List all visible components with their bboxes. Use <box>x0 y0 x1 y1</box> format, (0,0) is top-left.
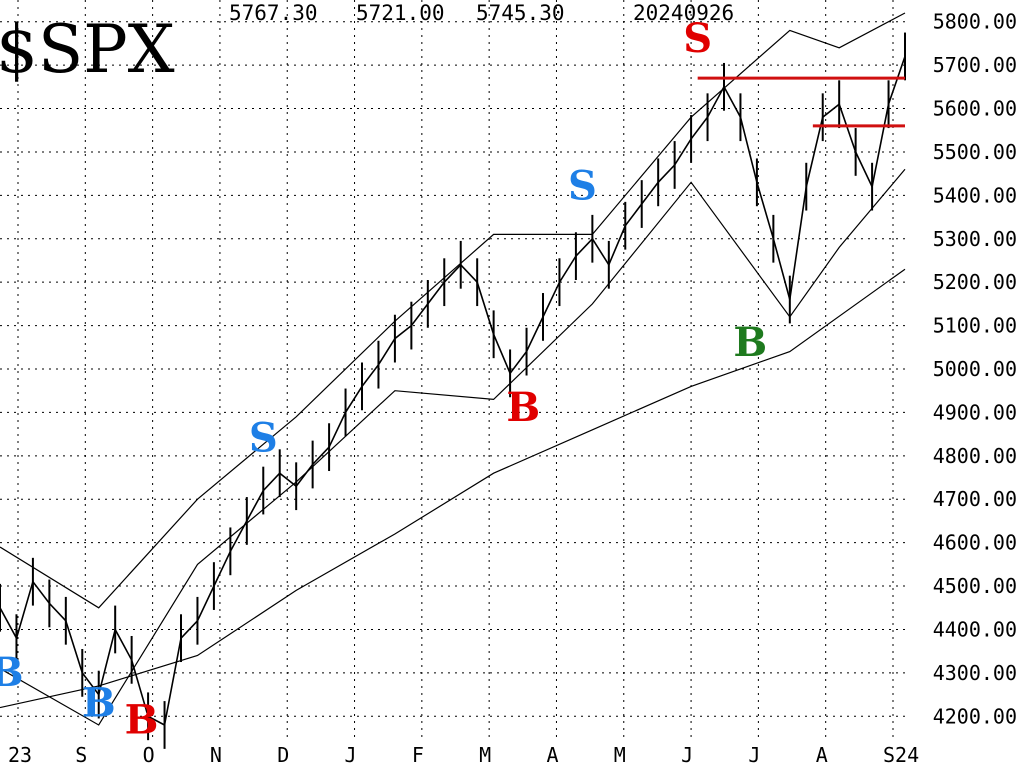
y-tick-label: 5500.00 <box>933 140 1017 164</box>
signal-label: B <box>125 697 159 744</box>
x-tick-label: D <box>277 743 289 767</box>
y-tick-label: 4800.00 <box>933 444 1017 468</box>
x-tick-label: O <box>143 743 155 767</box>
close-value: 5745.30 <box>476 1 565 25</box>
indicator-line <box>0 268 906 709</box>
date-value: 20240926 <box>633 1 734 25</box>
y-tick-label: 5400.00 <box>933 183 1017 207</box>
indicator-line <box>0 12 906 609</box>
signal-label: B <box>0 649 23 696</box>
x-tick-label: M <box>479 743 491 767</box>
x-tick-label: N <box>210 743 222 767</box>
y-tick-label: 5000.00 <box>933 357 1017 381</box>
y-tick-label: 4200.00 <box>933 704 1017 728</box>
y-tick-label: 4500.00 <box>933 574 1017 598</box>
y-tick-label: 5700.00 <box>933 53 1017 77</box>
x-tick-label: J <box>345 743 357 767</box>
signal-label: S <box>249 414 278 461</box>
y-tick-label: 5600.00 <box>933 97 1017 121</box>
symbol-title: $SPX <box>0 11 175 88</box>
resistance-lines <box>697 76 905 128</box>
x-tick-label: M <box>614 743 626 767</box>
signal-label: B <box>733 319 767 366</box>
y-tick-label: 5100.00 <box>933 314 1017 338</box>
indicator-lines <box>0 12 906 726</box>
signal-label: B <box>506 384 540 431</box>
chart-grid <box>0 0 905 738</box>
x-tick-label: 23 <box>8 743 32 767</box>
y-tick-label: 5800.00 <box>933 10 1017 34</box>
y-tick-label: 4700.00 <box>933 487 1017 511</box>
x-tick-label: S24 <box>883 743 919 767</box>
low-value: 5721.00 <box>356 1 445 25</box>
price-bars <box>0 32 906 749</box>
x-tick-label: F <box>412 743 424 767</box>
signal-label: S <box>568 163 597 210</box>
high-value: 5767.30 <box>229 1 318 25</box>
y-axis-tick-labels: 5800.00 5700.00 5600.00 5500.00 5400.00 5300.… <box>933 10 1017 729</box>
x-tick-label: A <box>816 743 828 767</box>
y-tick-label: 5200.00 <box>933 270 1017 294</box>
y-tick-label: 4900.00 <box>933 400 1017 424</box>
y-tick-label: 4300.00 <box>933 661 1017 685</box>
x-tick-label: J <box>748 743 760 767</box>
x-tick-label: S <box>75 743 87 767</box>
x-axis-tick-labels: 23 S O N D J F M A M J J A S24 <box>8 743 919 767</box>
signal-label: S <box>683 15 712 62</box>
indicator-line <box>0 168 906 726</box>
y-tick-label: 4600.00 <box>933 531 1017 555</box>
x-tick-label: A <box>546 743 558 767</box>
y-tick-label: 5300.00 <box>933 227 1017 251</box>
x-tick-label: J <box>681 743 693 767</box>
price-path <box>0 56 906 727</box>
signal-label: B <box>82 679 116 726</box>
y-tick-label: 4400.00 <box>933 617 1017 641</box>
